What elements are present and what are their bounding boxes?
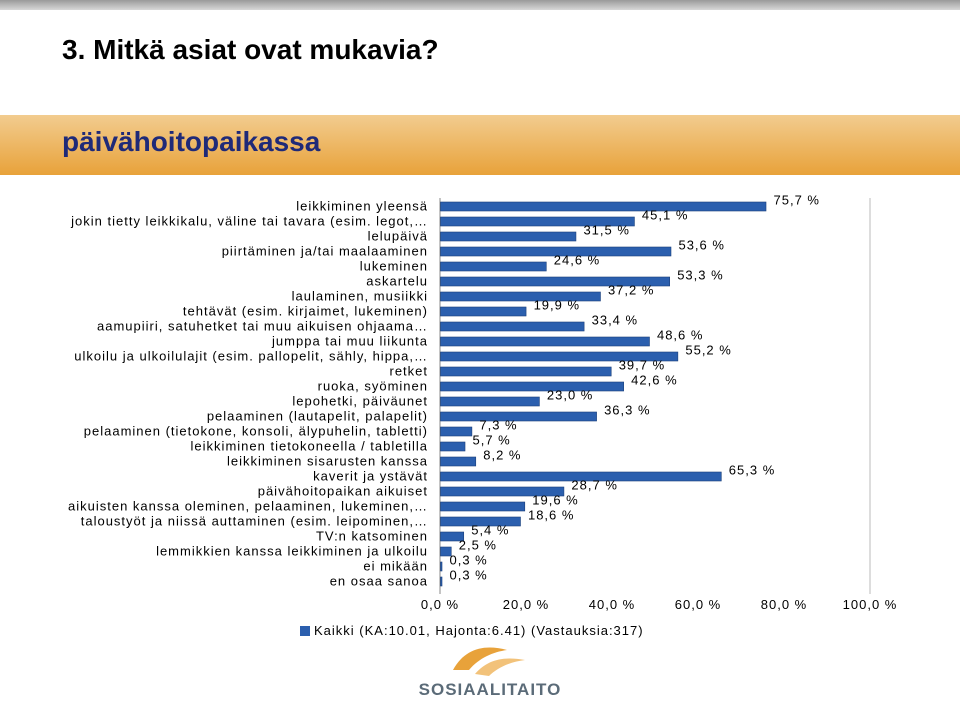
bar: [440, 396, 540, 407]
data-label: 53,6 %: [678, 238, 724, 253]
category-label: jokin tietty leikkikalu, väline tai tava…: [70, 214, 428, 229]
category-label: retket: [389, 364, 428, 379]
bar: [440, 456, 477, 467]
bar: [440, 441, 466, 452]
data-label: 31,5 %: [583, 223, 629, 238]
bar: [440, 231, 577, 242]
bar: [440, 501, 526, 512]
data-label: 39,7 %: [619, 358, 665, 373]
category-label: leikkiminen tietokoneella / tabletilla: [191, 439, 428, 454]
bar: [440, 306, 527, 317]
bar: [440, 336, 650, 347]
data-label: 65,3 %: [729, 463, 775, 478]
category-label: leikkiminen yleensä: [296, 199, 428, 214]
x-tick-label: 40,0 %: [589, 597, 635, 612]
bar: [440, 531, 465, 542]
category-label: pelaaminen (lautapelit, palapelit): [207, 409, 428, 424]
data-label: 5,4 %: [471, 523, 509, 538]
category-label: askartelu: [366, 274, 428, 289]
subtitle-band: [0, 115, 960, 175]
bar: [440, 381, 624, 392]
legend-label: Kaikki (KA:10.01, Hajonta:6.41) (Vastauk…: [314, 623, 644, 638]
data-label: 24,6 %: [554, 253, 600, 268]
data-label: 53,3 %: [677, 268, 723, 283]
data-label: 28,7 %: [571, 478, 617, 493]
legend-swatch: [300, 625, 310, 636]
bar: [440, 321, 585, 332]
data-label: 0,3 %: [450, 553, 488, 568]
category-label: aikuisten kanssa oleminen, pelaaminen, l…: [68, 499, 428, 514]
bar: [440, 366, 612, 377]
data-label: 2,5 %: [459, 538, 497, 553]
category-label: lemmikkien kanssa leikkiminen ja ulkoilu: [156, 544, 428, 559]
category-label: lukeminen: [360, 259, 428, 274]
bar: [440, 201, 767, 212]
x-tick-label: 100,0 %: [843, 597, 898, 612]
slide-top-bar: [0, 0, 960, 10]
category-label: piirtäminen ja/tai maalaaminen: [222, 244, 428, 259]
bar: [440, 246, 672, 257]
category-label: laulaminen, musiikki: [292, 289, 428, 304]
data-label: 19,6 %: [532, 493, 578, 508]
category-label: TV:n katsominen: [316, 529, 428, 544]
bar: [440, 471, 722, 482]
data-label: 37,2 %: [608, 283, 654, 298]
bar: [440, 561, 443, 572]
category-label: ruoka, syöminen: [318, 379, 428, 394]
sosiaalitaito-logo: SOSIAALITAITO: [415, 640, 565, 710]
bar: [440, 411, 597, 422]
bar: [440, 546, 452, 557]
category-label: ulkoilu ja ulkoilulajit (esim. pallopeli…: [74, 349, 428, 364]
bar: [440, 261, 547, 272]
data-label: 55,2 %: [685, 343, 731, 358]
data-label: 75,7 %: [774, 193, 820, 208]
category-label: aamupiiri, satuhetket tai muu aikuisen o…: [97, 319, 428, 334]
bar: [440, 426, 473, 437]
data-label: 7,3 %: [479, 418, 517, 433]
bar-chart: leikkiminen yleensä 75,7 % jokin tietty le…: [68, 193, 898, 613]
category-label: päivähoitopaikan aikuiset: [258, 484, 428, 499]
bar: [440, 516, 521, 527]
data-label: 8,2 %: [483, 448, 521, 463]
slide-subtitle: päivähoitopaikassa: [62, 126, 321, 157]
bar: [440, 291, 601, 302]
data-label: 45,1 %: [642, 208, 688, 223]
data-label: 23,0 %: [547, 388, 593, 403]
logo-text: SOSIAALITAITO: [418, 680, 562, 699]
data-label: 19,9 %: [534, 298, 580, 313]
logo-swirl-icon: [453, 647, 525, 676]
category-label: kaverit ja ystävät: [313, 469, 428, 484]
category-label: tehtävät (esim. kirjaimet, lukeminen): [183, 304, 428, 319]
bar: [440, 276, 670, 287]
data-label: 5,7 %: [473, 433, 511, 448]
category-label: en osaa sanoa: [330, 574, 428, 589]
bar: [440, 576, 443, 587]
x-tick-label: 60,0 %: [675, 597, 721, 612]
category-label: jumppa tai muu liikunta: [271, 334, 428, 349]
category-label: leikkiminen sisarusten kanssa: [227, 454, 428, 469]
data-label: 36,3 %: [604, 403, 650, 418]
x-tick-label: 80,0 %: [761, 597, 807, 612]
category-label: ei mikään: [363, 559, 428, 574]
bar: [440, 216, 635, 227]
bar: [440, 351, 679, 362]
x-tick-label: 20,0 %: [503, 597, 549, 612]
category-label: lelupäivä: [368, 229, 428, 244]
slide-title: 3. Mitkä asiat ovat mukavia?: [62, 34, 439, 65]
data-label: 0,3 %: [450, 568, 488, 583]
data-label: 33,4 %: [592, 313, 638, 328]
bar: [440, 486, 565, 497]
category-label: taloustyöt ja niissä auttaminen (esim. l…: [81, 514, 428, 529]
data-label: 18,6 %: [528, 508, 574, 523]
data-label: 48,6 %: [657, 328, 703, 343]
category-label: pelaaminen (tietokone, konsoli, älypuhel…: [84, 424, 428, 439]
x-tick-label: 0,0 %: [421, 597, 459, 612]
chart-legend: Kaikki (KA:10.01, Hajonta:6.41) (Vastauk…: [300, 623, 644, 638]
data-label: 42,6 %: [631, 373, 677, 388]
category-label: lepohetki, päiväunet: [292, 394, 428, 409]
